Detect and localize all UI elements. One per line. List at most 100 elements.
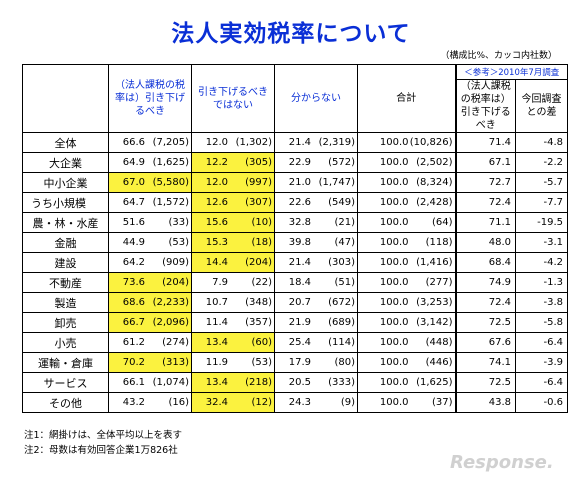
percent: 32.4 [205,397,228,408]
cell-diff: -3.9 [515,352,568,373]
difference: -4.8 [543,137,563,148]
table-row: 卸売 66.7 (2,096) 11.4 (357) 21.9 (689) 100.0 (3,1… [22,312,568,333]
count: (53) [251,357,272,368]
percent: 39.8 [288,237,311,248]
cell-diff: -3.1 [515,232,568,253]
cell-ref-should-lower: 72.5 [454,372,516,393]
cell-should-lower: 64.9 (1,625) [108,152,192,173]
cell-should-not-lower: 11.9 (53) [191,352,275,373]
cell-should-lower: 70.2 (313) [108,352,192,373]
count: (21) [334,217,355,228]
percent: 74.9 [488,277,511,288]
count: (1,572) [152,197,189,208]
percent: 64.9 [122,157,145,168]
count: (909) [162,257,189,268]
table-row: 建設 64.2 (909) 14.4 (204) 21.4 (303) 100.0 (1,416… [22,252,568,273]
cell-ref-should-lower: 72.4 [454,292,516,313]
percent: 67.1 [488,157,511,168]
cell-ref-should-lower: 43.8 [454,392,516,413]
count: (303) [328,257,355,268]
difference: -5.7 [543,177,563,188]
cell-should-not-lower: 12.0 (997) [191,172,275,193]
cell-dont-know: 20.5 (333) [274,372,358,393]
cell-dont-know: 22.9 (572) [274,152,358,173]
count: (33) [168,217,189,228]
cell-should-not-lower: 13.4 (60) [191,332,275,353]
cell-total: 100.0 (2,502) [357,152,456,173]
cell-dont-know: 20.7 (672) [274,292,358,313]
percent: 13.4 [205,337,228,348]
percent: 100.0 [379,217,409,228]
count: (689) [328,317,355,328]
count: (7,205) [152,137,189,148]
difference: -3.9 [543,357,563,368]
table-row: 農・林・水産 51.6 (33) 15.6 (10) 32.8 (21) 100.0 (64) 7… [22,212,568,233]
percent: 66.1 [122,377,145,388]
cell-should-lower: 43.2 (16) [108,392,192,413]
count: (118) [425,237,453,248]
count: (37) [431,397,453,408]
percent: 22.9 [288,157,311,168]
table-row: うち小規模 64.7 (1,572) 12.6 (307) 22.6 (549) 100.0 (… [22,192,568,213]
percent: 15.6 [205,217,228,228]
cell-ref-should-lower: 72.4 [454,192,516,213]
percent: 24.3 [288,397,311,408]
header-empty [22,64,109,133]
percent: 20.5 [288,377,311,388]
percent: 100.0 [379,157,409,168]
cell-ref-should-lower: 67.1 [454,152,516,173]
cell-total: 100.0 (2,428) [357,192,456,213]
cell-total: 100.0 (3,253) [357,292,456,313]
cell-diff: -4.8 [515,132,568,153]
percent: 12.0 [205,137,228,148]
row-label: 全体 [22,132,109,153]
unit-note: （構成比%、カッコ内社数） [440,51,557,61]
percent: 100.0 [379,317,409,328]
count: (47) [334,237,355,248]
cell-ref-should-lower: 71.1 [454,212,516,233]
percent: 44.9 [122,237,145,248]
cell-should-lower: 73.6 (204) [108,272,192,293]
count: (348) [245,297,272,308]
percent: 71.1 [488,217,511,228]
row-label: 農・林・水産 [22,212,109,233]
count: (307) [245,197,272,208]
cell-ref-should-lower: 72.7 [454,172,516,193]
difference: -5.8 [543,317,563,328]
row-label: 運輸・倉庫 [22,352,109,373]
header-total: 合計 [357,64,456,133]
percent: 21.9 [288,317,311,328]
percent: 100.0 [379,237,409,248]
count: (2,428) [416,197,453,208]
cell-total: 100.0 (3,142) [357,312,456,333]
footnote-1: 注1：網掛けは、全体平均以上を表す [24,430,183,441]
percent: 100.0 [379,177,409,188]
cell-ref-should-lower: 68.4 [454,252,516,273]
percent: 72.4 [488,297,511,308]
count: (114) [328,337,355,348]
cell-dont-know: 18.4 (51) [274,272,358,293]
percent: 32.8 [288,217,311,228]
cell-diff: -7.7 [515,192,568,213]
cell-should-lower: 66.7 (2,096) [108,312,192,333]
cell-should-not-lower: 7.9 (22) [191,272,275,293]
cell-diff: -6.4 [515,332,568,353]
count: (10) [251,217,272,228]
row-label: 大企業 [22,152,109,173]
cell-total: 100.0 (446) [357,352,456,373]
cell-should-lower: 51.6 (33) [108,212,192,233]
cell-total: 100.0 (64) [357,212,456,233]
percent: 67.0 [122,177,145,188]
percent: 100.0 [379,357,409,368]
percent: 100.0 [379,297,409,308]
table-row: 全体 66.6 (7,205) 12.0 (1,302) 21.4 (2,319) 100.0… [22,132,568,153]
percent: 11.4 [205,317,228,328]
percent: 100.0 [379,257,409,268]
count: (9) [340,397,355,408]
percent: 100.0 [379,377,409,388]
percent: 100.0 [379,137,409,148]
cell-should-not-lower: 12.6 (307) [191,192,275,213]
cell-diff: -2.2 [515,152,568,173]
footnote-2: 注2：母数は有効回答企業1万826社 [24,445,178,456]
difference: -6.4 [543,337,563,348]
